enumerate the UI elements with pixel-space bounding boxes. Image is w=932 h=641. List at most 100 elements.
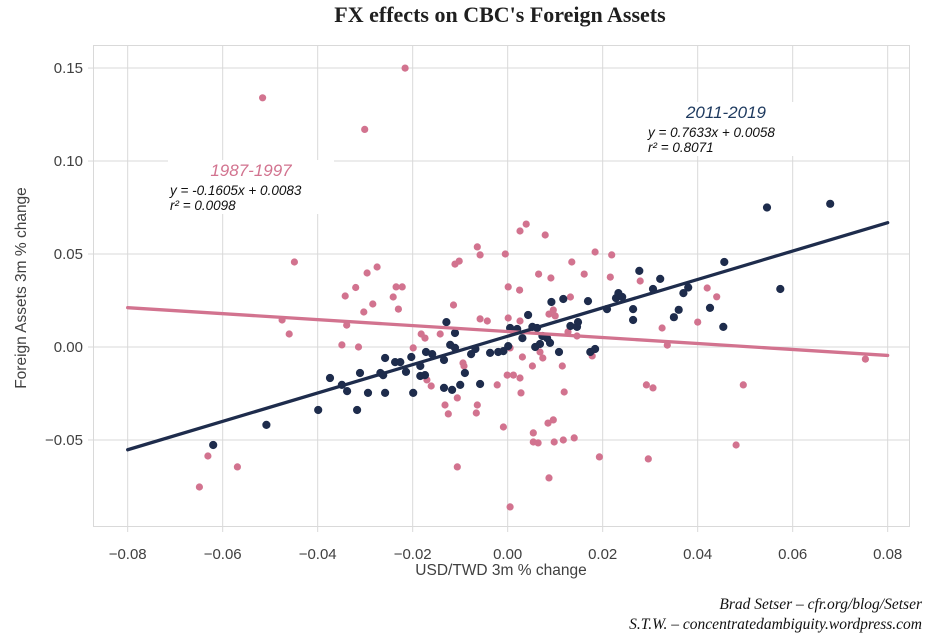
data-point-2011-2019 <box>566 321 575 331</box>
data-point-1987-1997 <box>501 250 509 258</box>
annotation-equation: y = 0.7633x + 0.0058 <box>648 125 775 141</box>
annotation-equation: y = -0.1605x + 0.0083 <box>170 183 302 199</box>
data-point-1987-1997 <box>535 270 543 278</box>
data-point-1987-1997 <box>341 292 349 300</box>
data-point-2011-2019 <box>504 342 513 351</box>
data-point-2011-2019 <box>209 440 218 450</box>
data-point-1987-1997 <box>504 314 512 322</box>
data-point-2011-2019 <box>524 310 533 320</box>
data-point-1987-1997 <box>472 409 480 417</box>
data-point-1987-1997 <box>518 353 526 361</box>
annotation-period-label: 1987-1997 <box>210 161 292 180</box>
data-point-1987-1997 <box>703 284 711 292</box>
data-point-1987-1997 <box>732 441 740 449</box>
data-point-1987-1997 <box>528 362 536 370</box>
data-point-1987-1997 <box>541 231 549 239</box>
annotation-2011-2019: 2011-2019 y = 0.7633x + 0.0058 r² = 0.80… <box>646 102 806 157</box>
data-point-1987-1997 <box>499 423 507 431</box>
data-point-1987-1997 <box>392 283 400 291</box>
data-point-1987-1997 <box>204 452 212 460</box>
x-axis-title: USD/TWD 3m % change <box>415 562 587 579</box>
data-point-2011-2019 <box>401 367 411 376</box>
data-point-1987-1997 <box>536 348 544 356</box>
data-point-1987-1997 <box>517 389 525 397</box>
data-point-1987-1997 <box>522 220 530 228</box>
data-point-2011-2019 <box>314 405 323 415</box>
trend-line-1987-1997 <box>126 306 890 358</box>
data-point-2011-2019 <box>381 353 390 363</box>
data-point-1987-1997 <box>551 312 559 320</box>
data-point-2011-2019 <box>420 371 430 380</box>
data-point-2011-2019 <box>262 420 271 429</box>
data-point-2011-2019 <box>629 305 638 314</box>
data-point-2011-2019 <box>635 266 644 275</box>
data-point-2011-2019 <box>679 289 688 298</box>
data-point-1987-1997 <box>343 321 351 329</box>
data-point-2011-2019 <box>720 257 729 267</box>
data-point-1987-1997 <box>441 401 449 409</box>
data-point-1987-1997 <box>595 453 603 461</box>
data-point-1987-1997 <box>694 318 702 326</box>
attribution: Brad Setser – cfr.org/blog/Setser S.T.W.… <box>629 595 922 635</box>
data-point-1987-1997 <box>529 429 537 437</box>
data-point-1987-1997 <box>560 388 568 396</box>
data-point-2011-2019 <box>611 294 621 303</box>
chart-title: FX effects on CBC's Foreign Assets <box>334 2 666 27</box>
data-point-2011-2019 <box>456 380 465 389</box>
data-point-2011-2019 <box>776 284 785 294</box>
data-point-2011-2019 <box>656 274 665 283</box>
data-point-1987-1997 <box>547 274 555 282</box>
data-point-2011-2019 <box>545 338 555 347</box>
data-point-2011-2019 <box>476 379 485 389</box>
data-point-2011-2019 <box>421 347 431 357</box>
data-point-2011-2019 <box>355 368 365 378</box>
data-point-1987-1997 <box>559 436 567 444</box>
data-point-2011-2019 <box>583 297 593 306</box>
data-point-2011-2019 <box>325 373 335 383</box>
data-point-1987-1997 <box>476 315 484 323</box>
data-point-2011-2019 <box>448 385 457 394</box>
data-point-1987-1997 <box>516 286 524 294</box>
data-point-1987-1997 <box>636 277 644 285</box>
data-point-1987-1997 <box>642 381 651 389</box>
data-point-1987-1997 <box>453 463 461 471</box>
data-point-2011-2019 <box>674 305 683 314</box>
data-point-1987-1997 <box>644 455 652 463</box>
data-point-2011-2019 <box>535 339 545 349</box>
data-point-2011-2019 <box>396 358 405 367</box>
data-point-1987-1997 <box>453 394 461 402</box>
data-point-2011-2019 <box>353 405 362 415</box>
data-point-1987-1997 <box>476 251 484 259</box>
data-point-2011-2019 <box>559 294 568 304</box>
data-point-1987-1997 <box>566 293 574 301</box>
annotation-period-label: 2011-2019 <box>685 103 767 122</box>
data-point-2011-2019 <box>407 352 416 362</box>
x-tick-label: 0.00 <box>493 546 522 563</box>
data-point-2011-2019 <box>684 283 693 292</box>
data-point-1987-1997 <box>352 283 360 292</box>
data-point-1987-1997 <box>363 269 371 277</box>
data-point-2011-2019 <box>486 348 495 357</box>
data-point-1987-1997 <box>233 463 241 471</box>
data-point-1987-1997 <box>516 374 524 382</box>
x-tick-label: 0.02 <box>588 546 617 563</box>
plot-border <box>93 45 910 527</box>
data-point-1987-1997 <box>506 503 514 511</box>
data-point-2011-2019 <box>554 347 564 357</box>
data-point-1987-1997 <box>649 384 657 392</box>
data-point-1987-1997 <box>504 283 512 291</box>
data-point-2011-2019 <box>381 388 390 397</box>
data-point-1987-1997 <box>713 293 721 301</box>
data-point-1987-1997 <box>444 410 452 418</box>
data-point-1987-1997 <box>369 300 377 308</box>
x-tick-label: −0.06 <box>204 546 242 563</box>
y-tick-label: 0.10 <box>54 153 83 170</box>
data-point-2011-2019 <box>547 297 556 307</box>
data-point-1987-1997 <box>285 330 293 338</box>
data-point-2011-2019 <box>518 334 527 343</box>
data-point-1987-1997 <box>401 64 409 72</box>
data-point-2011-2019 <box>629 315 638 325</box>
data-point-1987-1997 <box>360 308 368 316</box>
data-point-1987-1997 <box>449 301 458 309</box>
x-tick-label: −0.08 <box>109 546 147 563</box>
